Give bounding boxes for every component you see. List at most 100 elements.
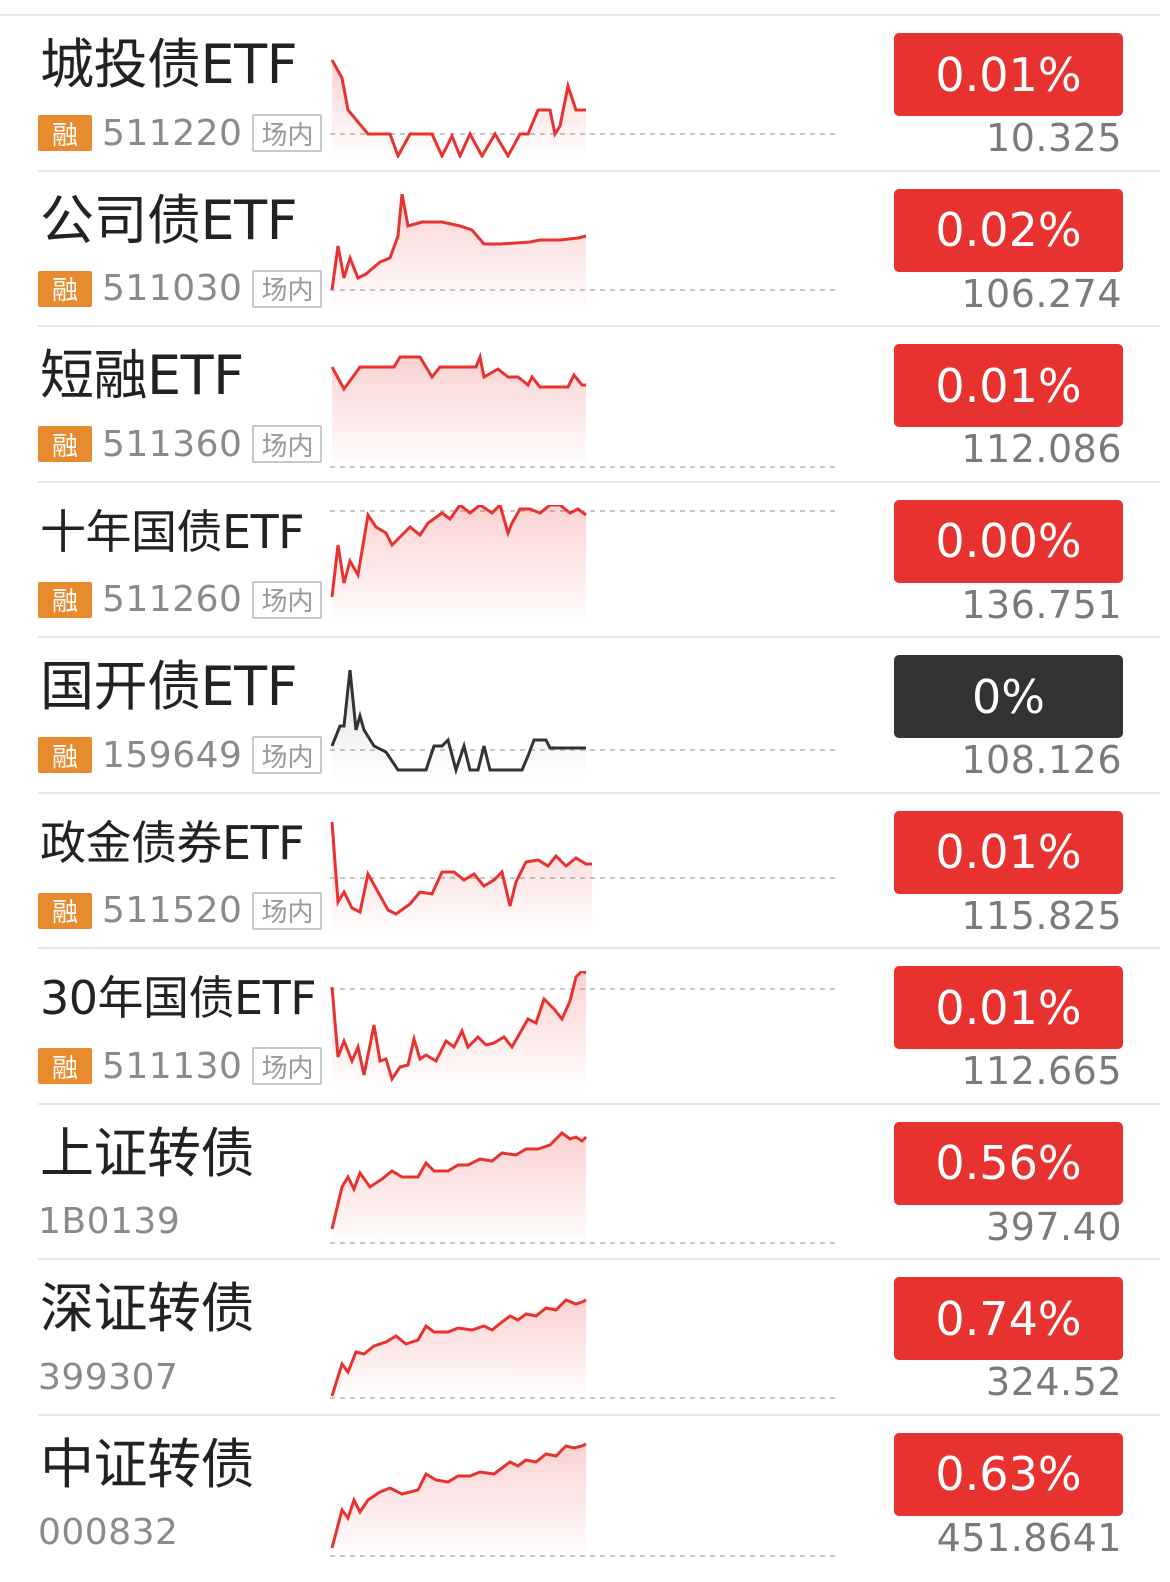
sparkline-line xyxy=(330,669,586,776)
change-percent-badge: 0.01% xyxy=(894,810,1123,894)
list-item[interactable]: 上证转债 1B0139 0.56% 397.40 xyxy=(0,1105,1170,1260)
security-code: 511260 xyxy=(102,579,243,620)
intraday-sparkline xyxy=(330,504,840,625)
sparkline-line xyxy=(330,1442,587,1548)
market-tag: 场内 xyxy=(252,269,323,308)
row-divider xyxy=(38,636,1160,638)
top-divider xyxy=(0,14,1160,16)
sparkline-line xyxy=(330,59,586,158)
intraday-sparkline xyxy=(330,669,840,780)
last-price: 324.52 xyxy=(986,1360,1122,1404)
security-code: 511360 xyxy=(102,423,243,465)
row-divider xyxy=(38,791,1160,794)
security-name: 政金债券ETF xyxy=(40,815,305,870)
row-divider xyxy=(38,1258,1160,1260)
security-name: 城投债ETF xyxy=(40,33,298,96)
sparkline-line xyxy=(330,1130,588,1229)
sparkline-line xyxy=(330,504,587,597)
sparkline-area xyxy=(332,357,586,469)
change-percent-badge: 0.74% xyxy=(894,1277,1123,1360)
row-divider xyxy=(38,1102,1160,1105)
security-meta: 融 511220 场内 xyxy=(38,113,323,154)
last-price: 451.8641 xyxy=(936,1515,1122,1560)
list-item[interactable]: 中证转债 000832 0.63% 451.8641 xyxy=(0,1416,1170,1572)
change-percent-badge: 0.01% xyxy=(894,33,1123,116)
security-code: 1B0139 xyxy=(38,1201,181,1242)
intraday-sparkline xyxy=(330,1442,840,1558)
intraday-sparkline xyxy=(330,1130,840,1247)
security-meta: 融 511520 场内 xyxy=(38,890,323,931)
security-name: 公司债ETF xyxy=(40,188,298,252)
intraday-sparkline xyxy=(330,971,840,1091)
list-item[interactable]: 城投债ETF 融 511220 场内 0.01% 10.325 xyxy=(0,16,1170,172)
market-tag: 场内 xyxy=(252,114,323,152)
margin-trading-badge: 融 xyxy=(38,737,92,773)
margin-trading-badge: 融 xyxy=(38,115,92,151)
market-tag: 场内 xyxy=(252,580,323,619)
security-name: 上证转债 xyxy=(40,1121,255,1185)
row-divider xyxy=(38,947,1160,949)
list-item[interactable]: 十年国债ETF 融 511260 场内 0.00% 136.751 xyxy=(0,483,1170,638)
change-percent-badge: 0.63% xyxy=(894,1432,1123,1516)
row-divider xyxy=(38,325,1160,327)
sparkline-line xyxy=(330,1298,587,1397)
margin-trading-badge: 融 xyxy=(38,581,92,618)
list-item[interactable]: 短融ETF 融 511360 场内 0.01% 112.086 xyxy=(0,327,1170,483)
list-item[interactable]: 国开债ETF 融 159649 场内 0% 108.126 xyxy=(0,638,1170,794)
sparkline-area xyxy=(332,1132,586,1247)
sparkline-area xyxy=(332,193,586,314)
change-percent-badge: 0.01% xyxy=(894,966,1123,1049)
sparkline-area xyxy=(332,60,586,158)
margin-trading-badge: 融 xyxy=(38,892,92,929)
row-divider xyxy=(38,480,1160,483)
list-item[interactable]: 深证转债 399307 0.74% 324.52 xyxy=(0,1260,1170,1416)
intraday-sparkline xyxy=(330,1298,840,1402)
security-name: 深证转债 xyxy=(40,1277,255,1340)
change-percent-badge: 0.00% xyxy=(894,499,1123,583)
security-name: 十年国债ETF xyxy=(40,504,305,559)
change-percent-badge: 0.56% xyxy=(894,1121,1123,1205)
last-price: 112.086 xyxy=(961,427,1122,471)
last-price: 10.325 xyxy=(986,116,1122,160)
margin-trading-badge: 融 xyxy=(38,1048,92,1084)
security-code: 511130 xyxy=(102,1045,243,1087)
security-meta: 1B0139 xyxy=(38,1201,181,1242)
sparkline-line xyxy=(330,351,586,392)
change-percent-badge: 0.01% xyxy=(894,344,1123,427)
security-meta: 融 511360 场内 xyxy=(38,423,323,465)
quote-list: 城投债ETF 融 511220 场内 0.01% 10.325 xyxy=(0,16,1170,1571)
last-price: 112.665 xyxy=(961,1049,1122,1093)
security-meta: 融 511260 场内 xyxy=(38,579,323,620)
sparkline-area xyxy=(332,971,586,1091)
security-name: 国开债ETF xyxy=(40,655,298,718)
sparkline-line xyxy=(330,193,587,290)
security-meta: 000832 xyxy=(38,1512,179,1553)
security-meta: 融 511130 场内 xyxy=(38,1045,323,1087)
intraday-sparkline xyxy=(330,59,840,158)
list-item[interactable]: 30年国债ETF 融 511130 场内 0.01% 112.665 xyxy=(0,949,1170,1105)
security-code: 000832 xyxy=(38,1512,179,1553)
security-name: 短融ETF xyxy=(40,344,244,407)
market-tag: 场内 xyxy=(252,736,323,774)
margin-trading-badge: 融 xyxy=(38,426,92,462)
intraday-sparkline xyxy=(330,351,840,469)
intraday-sparkline xyxy=(330,821,840,936)
sparkline-line xyxy=(330,971,587,1083)
sparkline-area xyxy=(332,504,586,625)
intraday-sparkline xyxy=(330,193,840,314)
security-code: 511520 xyxy=(102,890,243,931)
security-name: 中证转债 xyxy=(40,1432,255,1496)
security-name: 30年国债ETF xyxy=(40,971,317,1025)
security-code: 159649 xyxy=(102,734,243,776)
market-tag: 场内 xyxy=(252,891,323,930)
security-code: 399307 xyxy=(38,1356,179,1398)
list-item[interactable]: 政金债券ETF 融 511520 场内 0.01% 115.825 xyxy=(0,794,1170,949)
row-divider xyxy=(38,169,1160,172)
change-percent-badge: 0.02% xyxy=(894,188,1123,272)
row-divider xyxy=(38,1413,1160,1416)
change-percent-badge: 0% xyxy=(894,655,1123,738)
list-item[interactable]: 公司债ETF 融 511030 场内 0.02% 106.274 xyxy=(0,172,1170,327)
last-price: 108.126 xyxy=(961,738,1122,782)
security-meta: 融 511030 场内 xyxy=(38,268,323,309)
security-meta: 399307 xyxy=(38,1356,179,1398)
